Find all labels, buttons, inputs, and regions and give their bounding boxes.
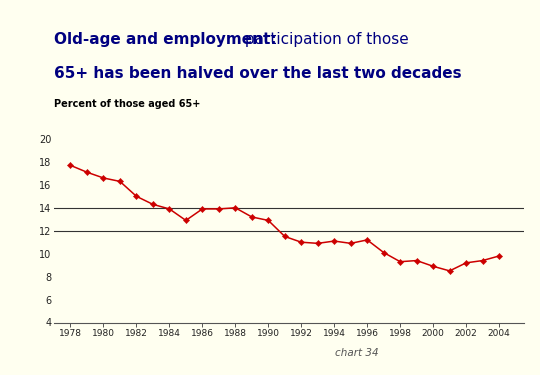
Text: Percent of those aged 65+: Percent of those aged 65+	[54, 99, 200, 109]
Text: 65+ has been halved over the last two decades: 65+ has been halved over the last two de…	[54, 66, 462, 81]
Text: chart 34: chart 34	[335, 348, 379, 358]
Text: Old-age and employment:: Old-age and employment:	[54, 32, 276, 47]
Text: participation of those: participation of those	[240, 32, 409, 47]
